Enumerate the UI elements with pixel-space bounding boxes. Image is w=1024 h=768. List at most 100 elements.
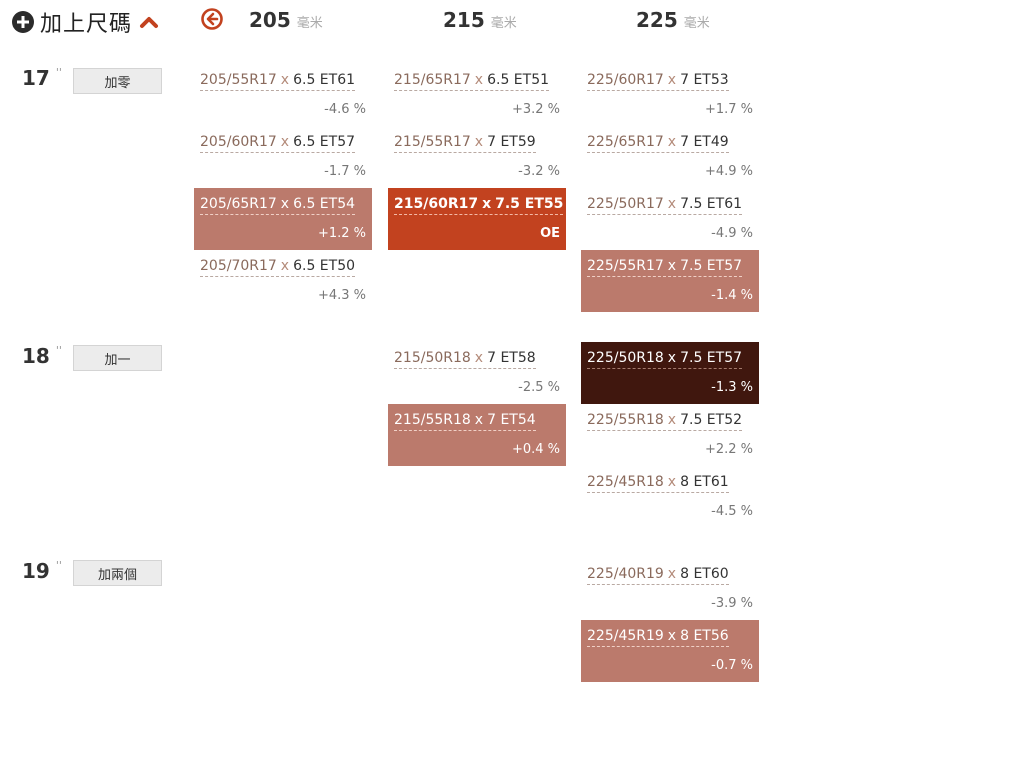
size-option[interactable]: 225/40R19 x 8 ET60 -3.9 % [581,558,759,620]
size-option[interactable]: 215/65R17 x 6.5 ET51 +3.2 % [388,64,566,126]
diameter-diff: -3.9 % [711,596,753,611]
offset-button-17[interactable]: 加零 [73,68,162,94]
tire-size: 205/65R17 [200,196,277,212]
diameter-diff: -4.9 % [711,226,753,241]
rim-value: 18 [22,344,50,368]
size-spec: 205/60R17 x 6.5 ET57 [200,134,356,153]
times-sign: x [667,474,677,490]
times-sign: x [667,258,677,274]
offset-button-18[interactable]: 加一 [73,345,162,371]
width-header-215: 215 毫米 [443,8,517,34]
tire-size: 225/45R18 [587,474,664,490]
inch-mark: '' [55,66,62,79]
tire-size: 225/60R17 [587,72,664,88]
size-option[interactable]: 225/55R18 x 7.5 ET52 +2.2 % [581,404,759,466]
width-value: 205 [249,8,291,32]
tire-size: 225/55R17 [587,258,664,274]
times-sign: x [280,196,290,212]
tire-size: 215/60R17 [394,196,479,212]
size-option[interactable]: 215/55R17 x 7 ET59 -3.2 % [388,126,566,188]
width-unit: 毫米 [490,16,517,31]
tire-size: 225/50R18 [587,350,664,366]
size-option[interactable]: 205/60R17 x 6.5 ET57 -1.7 % [194,126,372,188]
size-spec: 225/50R17 x 7.5 ET61 [587,196,743,215]
tire-size: 205/60R17 [200,134,277,150]
times-sign: x [667,134,677,150]
times-sign: x [667,350,677,366]
tire-size: 225/45R19 [587,628,664,644]
size-option-selected[interactable]: 225/50R18 x 7.5 ET57 -1.3 % [581,342,759,404]
inch-mark: '' [55,559,62,572]
size-option-highlighted[interactable]: 225/45R19 x 8 ET56 -0.7 % [581,620,759,682]
size-spec: 225/65R17 x 7 ET49 [587,134,729,153]
wheel-spec: 8 ET60 [680,566,729,582]
wheel-spec: 6.5 ET61 [293,72,356,88]
times-sign: x [667,196,677,212]
wheel-spec: 8 ET56 [680,628,729,644]
times-sign: x [474,72,484,88]
offset-button-19[interactable]: 加兩個 [73,560,162,586]
inch-mark: '' [55,344,62,357]
size-option[interactable]: 225/45R18 x 8 ET61 -4.5 % [581,466,759,528]
wheel-spec: 7.5 ET52 [680,412,743,428]
size-option[interactable]: 225/60R17 x 7 ET53 +1.7 % [581,64,759,126]
rim-label-19: 19 '' [22,559,62,583]
arrow-left-circle-icon[interactable] [201,8,223,30]
diameter-diff: +1.2 % [317,226,366,241]
times-sign: x [280,258,290,274]
size-option[interactable]: 225/65R17 x 7 ET49 +4.9 % [581,126,759,188]
times-sign: x [474,412,484,428]
diameter-diff: -3.2 % [518,164,560,179]
size-option-highlighted[interactable]: 215/55R18 x 7 ET54 +0.4 % [388,404,566,466]
diameter-diff: -1.4 % [711,288,753,303]
tire-size: 225/55R18 [587,412,664,428]
size-option[interactable]: 225/50R17 x 7.5 ET61 -4.9 % [581,188,759,250]
size-spec: 225/50R18 x 7.5 ET57 [587,350,743,369]
size-spec: 205/65R17 x 6.5 ET54 [200,196,356,215]
wheel-spec: 7.5 ET57 [680,350,743,366]
size-spec: 215/55R17 x 7 ET59 [394,134,536,153]
size-option-oe[interactable]: 215/60R17 x 7.5 ET55 OE [388,188,566,250]
size-option[interactable]: 205/55R17 x 6.5 ET61 -4.6 % [194,64,372,126]
wheel-spec: 7 ET53 [680,72,729,88]
width-value: 225 [636,8,678,32]
wheel-spec: 7 ET58 [487,350,536,366]
times-sign: x [482,196,492,212]
size-spec: 205/55R17 x 6.5 ET61 [200,72,356,91]
times-sign: x [667,566,677,582]
rim-value: 17 [22,66,50,90]
size-spec: 225/40R19 x 8 ET60 [587,566,729,585]
wheel-spec: 6.5 ET51 [487,72,550,88]
size-header: 加上尺碼 205 毫米 215 毫米 225 毫米 [0,0,1024,42]
size-spec: 225/60R17 x 7 ET53 [587,72,729,91]
diameter-diff: -0.7 % [711,658,753,673]
size-option-highlighted[interactable]: 225/55R17 x 7.5 ET57 -1.4 % [581,250,759,312]
plus-circle-icon [12,11,34,33]
width-unit: 毫米 [296,16,323,31]
size-option-highlighted[interactable]: 205/65R17 x 6.5 ET54 +1.2 % [194,188,372,250]
diameter-diff: +4.3 % [317,288,366,303]
width-value: 215 [443,8,485,32]
times-sign: x [667,412,677,428]
add-size-toggle[interactable]: 加上尺碼 [12,6,160,38]
size-spec: 225/45R18 x 8 ET61 [587,474,729,493]
tire-size: 215/55R18 [394,412,471,428]
size-spec: 215/65R17 x 6.5 ET51 [394,72,550,91]
tire-size: 215/50R18 [394,350,471,366]
rim-value: 19 [22,559,50,583]
diameter-diff: -4.6 % [324,102,366,117]
wheel-spec: 7.5 ET57 [680,258,743,274]
times-sign: x [667,628,677,644]
tire-size: 205/70R17 [200,258,277,274]
times-sign: x [280,134,290,150]
diameter-diff: +3.2 % [511,102,560,117]
size-option[interactable]: 205/70R17 x 6.5 ET50 +4.3 % [194,250,372,312]
tire-size: 205/55R17 [200,72,277,88]
diameter-diff: +4.9 % [704,164,753,179]
wheel-spec: 6.5 ET54 [293,196,356,212]
size-option[interactable]: 215/50R18 x 7 ET58 -2.5 % [388,342,566,404]
diameter-diff: +0.4 % [511,442,560,457]
wheel-spec: 7 ET54 [487,412,536,428]
tire-size: 215/65R17 [394,72,471,88]
chevron-up-icon [140,17,159,28]
